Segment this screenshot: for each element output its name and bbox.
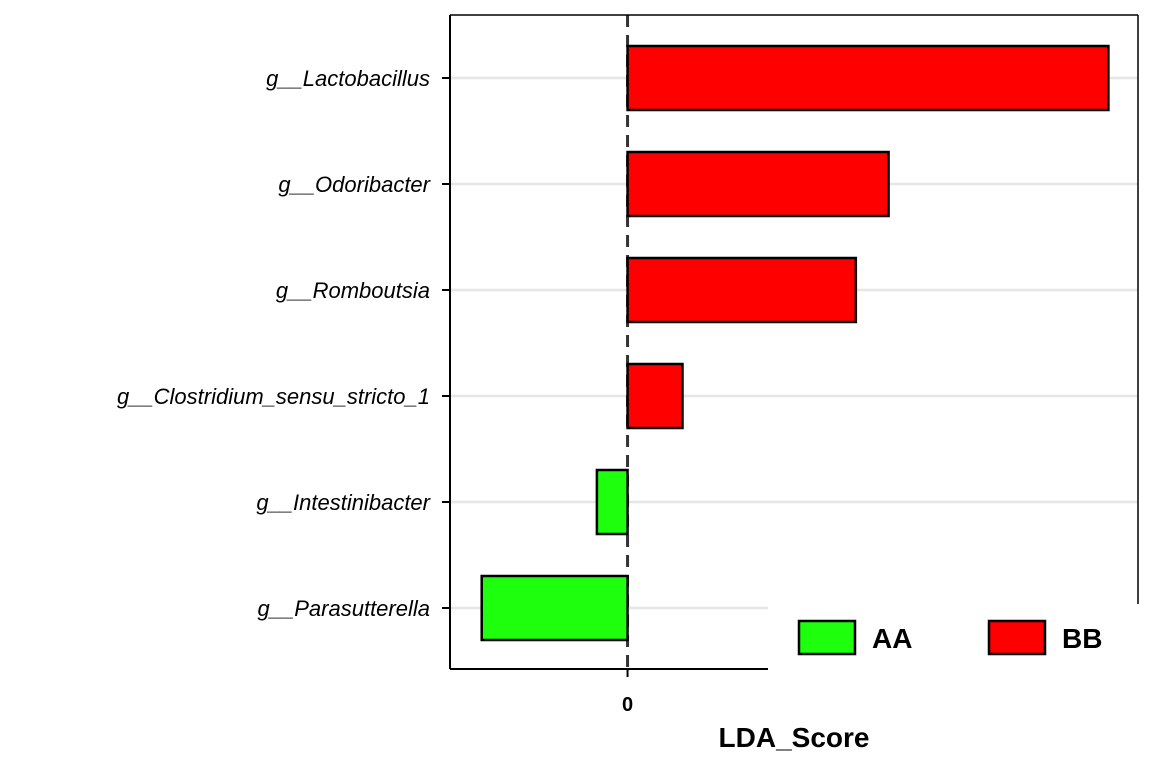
bars (480, 44, 1110, 642)
bar-bb (626, 44, 1110, 112)
legend-key-aa (797, 619, 857, 656)
legend-label-aa: AA (872, 623, 912, 654)
legend: AA BB (768, 604, 1140, 670)
bar-aa (480, 574, 629, 642)
x-tick-label: 0 (622, 694, 633, 716)
category-labels: g__Lactobacillus g__Odoribacter g__Rombout… (117, 66, 432, 621)
category-label: g__Lactobacillus (266, 66, 430, 91)
category-label: g__Odoribacter (278, 172, 431, 197)
x-ticks: 0 (622, 669, 633, 716)
category-label: g__Intestinibacter (256, 490, 431, 515)
legend-key-bb (987, 619, 1047, 656)
category-label: g__Parasutterella (258, 596, 430, 621)
bar-bb (626, 150, 890, 218)
axes (442, 14, 1139, 670)
legend-label-bb: BB (1062, 623, 1102, 654)
bar-bb (626, 256, 858, 324)
category-label: g__Clostridium_sensu_stricto_1 (117, 384, 430, 409)
bar-bb (626, 362, 684, 430)
bar-aa (595, 468, 629, 536)
x-axis-title: LDA_Score (719, 722, 870, 753)
category-label: g__Romboutsia (276, 278, 430, 303)
